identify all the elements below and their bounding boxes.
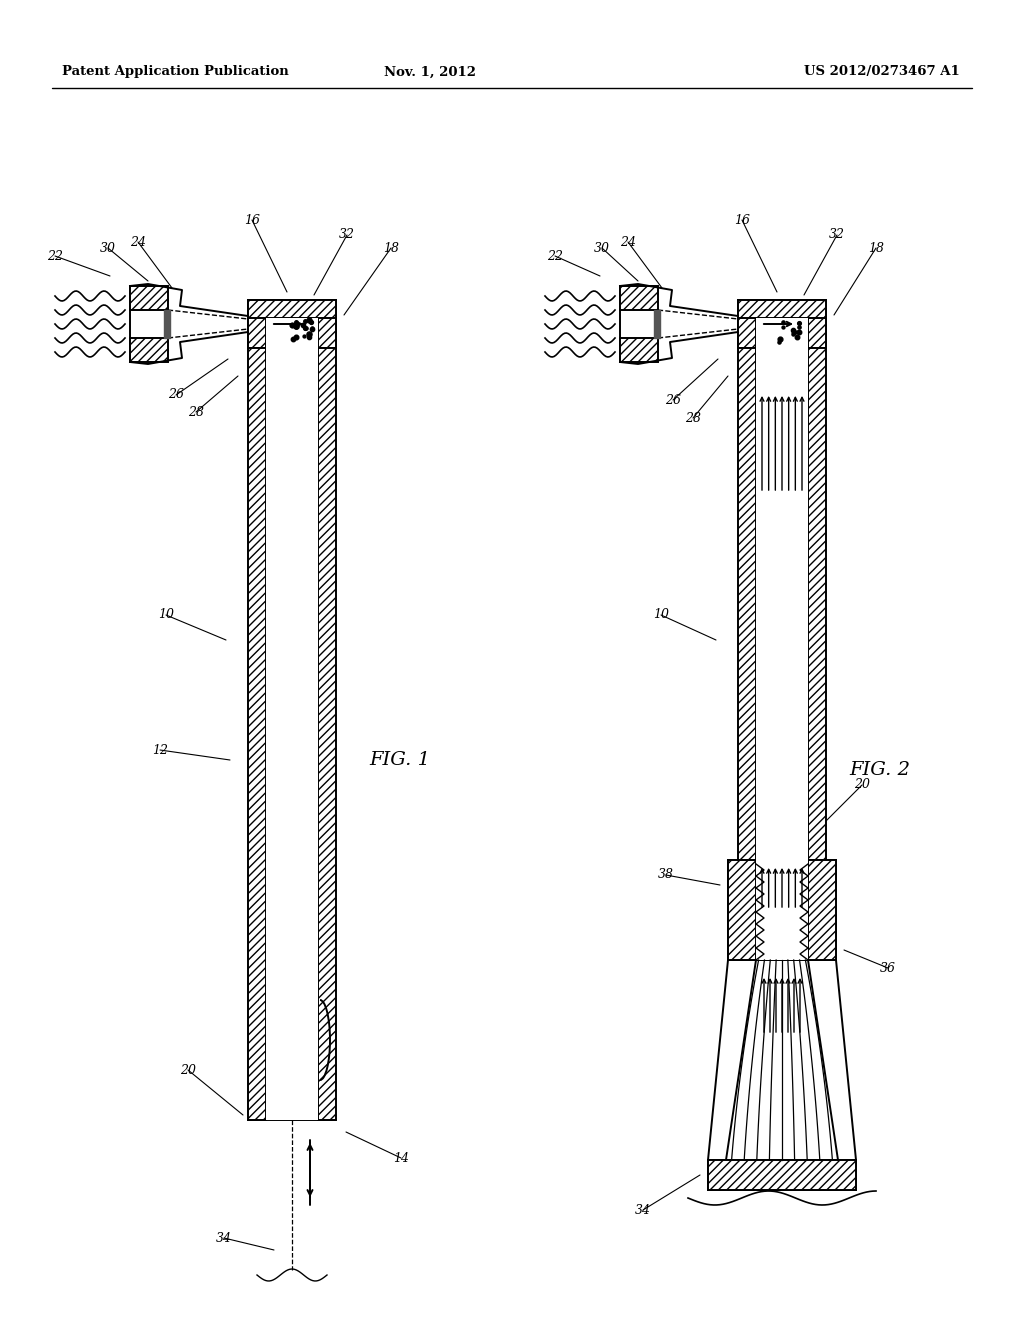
Bar (130, 286, 168, 310)
Bar (620, 286, 658, 310)
Text: 18: 18 (383, 242, 399, 255)
Text: 32: 32 (829, 228, 845, 242)
Text: 26: 26 (665, 393, 681, 407)
Text: 16: 16 (734, 214, 750, 227)
Bar (728, 861, 756, 960)
Bar (756, 861, 808, 960)
Bar (266, 318, 318, 348)
Text: 22: 22 (547, 249, 563, 263)
Bar (318, 348, 336, 1119)
Text: Patent Application Publication: Patent Application Publication (62, 66, 289, 78)
Text: 38: 38 (658, 869, 674, 882)
Text: 34: 34 (635, 1204, 651, 1217)
Polygon shape (164, 310, 170, 338)
Bar (248, 348, 266, 1119)
Polygon shape (654, 310, 660, 338)
Text: 24: 24 (620, 235, 636, 248)
Text: 24: 24 (130, 235, 146, 248)
Text: 32: 32 (339, 228, 355, 242)
Bar (738, 348, 756, 861)
Bar (130, 338, 168, 362)
Text: 14: 14 (393, 1151, 409, 1164)
Bar (248, 300, 336, 318)
Text: Nov. 1, 2012: Nov. 1, 2012 (384, 66, 476, 78)
Bar (620, 338, 658, 362)
Text: 18: 18 (868, 242, 884, 255)
Text: 16: 16 (244, 214, 260, 227)
Bar (808, 300, 826, 348)
Bar (808, 348, 826, 861)
Text: 34: 34 (216, 1232, 232, 1245)
Text: 26: 26 (168, 388, 184, 401)
Bar (808, 861, 836, 960)
Bar (738, 300, 756, 348)
Text: 10: 10 (158, 609, 174, 622)
Text: 20: 20 (854, 779, 870, 792)
Text: 30: 30 (100, 242, 116, 255)
Bar (738, 300, 826, 318)
Text: 28: 28 (685, 412, 701, 425)
Bar (266, 348, 318, 1119)
Text: 36: 36 (880, 961, 896, 974)
Text: 30: 30 (594, 242, 610, 255)
Text: 28: 28 (188, 405, 204, 418)
Bar (756, 318, 808, 348)
Text: 10: 10 (653, 609, 669, 622)
Bar (318, 300, 336, 348)
Text: US 2012/0273467 A1: US 2012/0273467 A1 (804, 66, 961, 78)
Text: 20: 20 (180, 1064, 196, 1077)
Bar (756, 348, 808, 861)
Bar (248, 300, 266, 348)
Text: 22: 22 (47, 249, 63, 263)
Text: 12: 12 (152, 743, 168, 756)
Text: FIG. 1: FIG. 1 (370, 751, 430, 770)
Text: FIG. 2: FIG. 2 (850, 762, 910, 779)
Bar (708, 1160, 856, 1191)
